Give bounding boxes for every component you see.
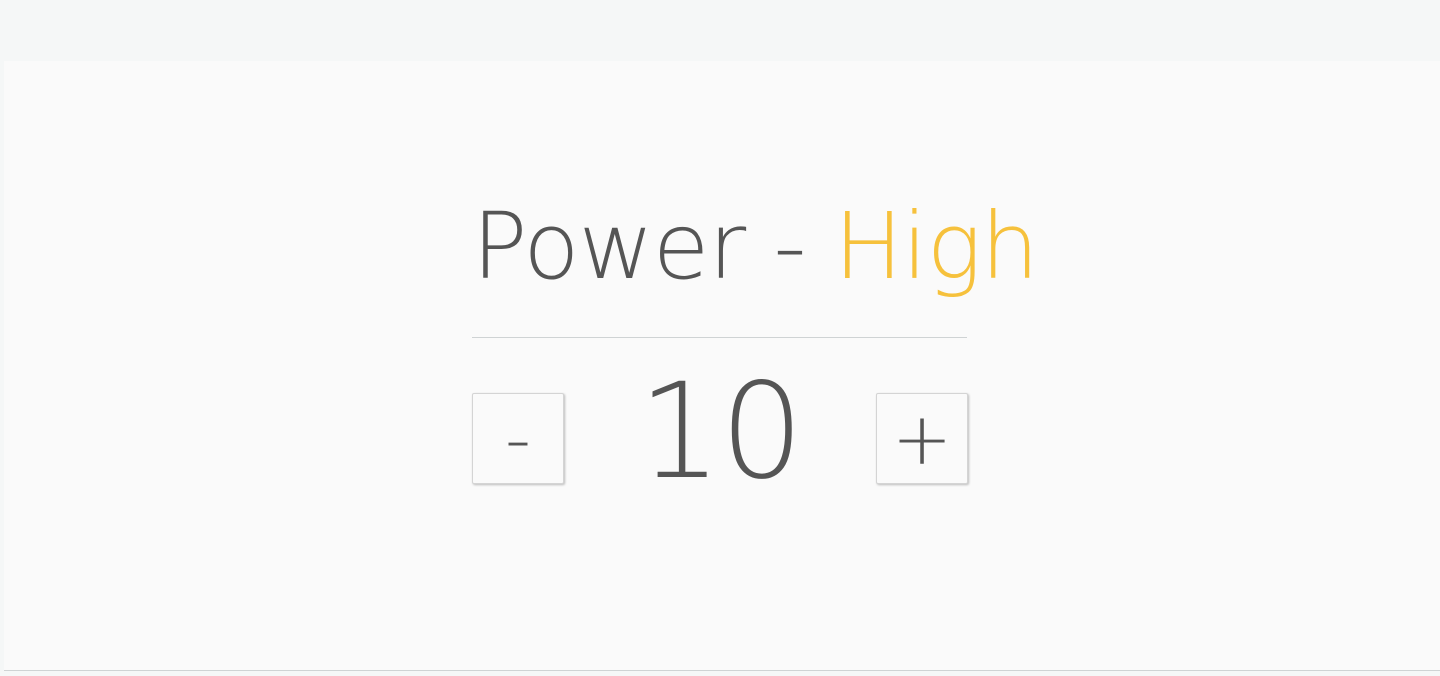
increment-button[interactable]: +: [876, 393, 968, 484]
power-label: Power: [472, 193, 746, 300]
title-separator: -: [745, 193, 834, 300]
top-bar: [0, 0, 1440, 61]
power-level: High: [833, 193, 1039, 300]
decrement-button[interactable]: -: [472, 393, 564, 484]
power-panel: [4, 61, 1440, 671]
divider: [472, 337, 967, 338]
power-title: Power - High: [472, 192, 1039, 302]
power-value: 10: [638, 355, 804, 509]
